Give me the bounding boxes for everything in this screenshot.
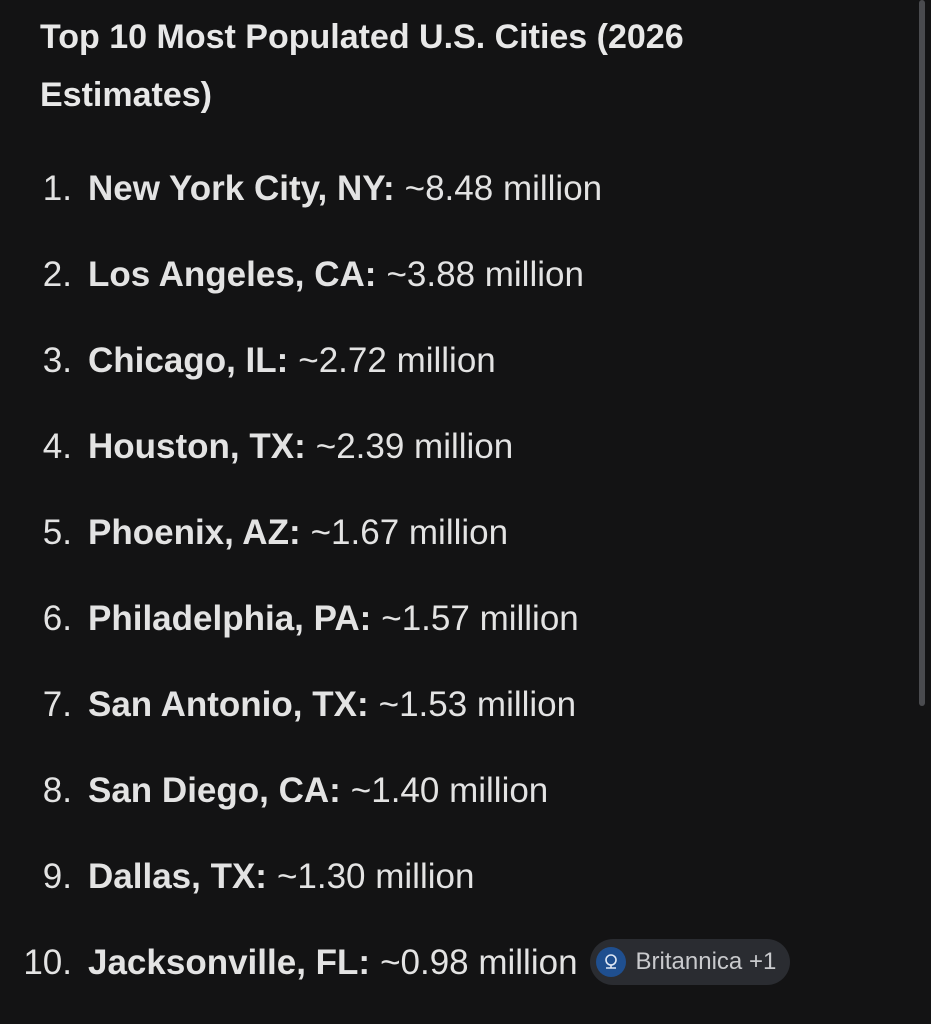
population: ~1.67 million (310, 513, 509, 552)
list-item: 10. Jacksonville, FL: ~0.98 million Britann… (0, 937, 900, 1023)
item-number: 4. (42, 427, 72, 466)
list-item: 7. San Antonio, TX: ~1.53 million (0, 679, 900, 765)
city-name: Philadelphia, PA: (88, 599, 372, 638)
city-name: Dallas, TX: (88, 857, 267, 896)
population: ~3.88 million (386, 255, 584, 294)
citation-label[interactable]: Britannica +1 (635, 948, 777, 975)
item-number: 9. (42, 857, 72, 896)
list-item: 1. New York City, NY: ~8.48 million (0, 163, 900, 249)
item-number: 7. (42, 685, 72, 724)
population: ~0.98 million (380, 943, 578, 982)
list-item: 3. Chicago, IL: ~2.72 million (0, 335, 900, 421)
list-item: 4. Houston, TX: ~2.39 million (0, 421, 900, 507)
population: ~2.39 million (315, 427, 514, 466)
title: Top 10 Most Populated U.S. Cities (2026 … (40, 18, 684, 114)
source-logo (604, 954, 617, 969)
item-number: 3. (42, 341, 72, 380)
city-name: New York City, NY: (88, 169, 395, 208)
city-list: 1. New York City, NY: ~8.48 million 2. Los A… (0, 163, 900, 1023)
city-name: Houston, TX: (88, 427, 306, 466)
city-name: Jacksonville, FL: (88, 943, 371, 982)
population: ~8.48 million (404, 169, 603, 208)
list-item: 9. Dallas, TX: ~1.30 million (0, 851, 900, 937)
list-item: 6. Philadelphia, PA: ~1.57 million (0, 593, 900, 679)
item-number: 6. (42, 599, 72, 638)
population: ~1.40 million (350, 771, 549, 810)
city-name: Los Angeles, CA: (88, 255, 377, 294)
city-name: Phoenix, AZ: (88, 513, 301, 552)
population: ~2.72 million (298, 341, 496, 380)
city-name: San Diego, CA: (88, 771, 341, 810)
source-icon (595, 947, 626, 977)
item-number: 2. (42, 255, 72, 294)
city-name: San Antonio, TX: (88, 685, 369, 724)
list-item: 8. San Diego, CA: ~1.40 million (0, 765, 900, 851)
population: ~1.30 million (276, 857, 475, 896)
scrollbar[interactable] (919, 0, 925, 706)
item-number: 8. (42, 771, 72, 810)
list-item: 2. Los Angeles, CA: ~3.88 million (0, 249, 900, 335)
item-number: 1. (42, 169, 72, 208)
list-item: 5. Phoenix, AZ: ~1.67 million (0, 507, 900, 593)
city-name: Chicago, IL: (88, 341, 289, 380)
population: ~1.57 million (381, 599, 579, 638)
item-number: 5. (42, 513, 72, 552)
population: ~1.53 million (378, 685, 577, 724)
item-number: 10. (23, 943, 72, 982)
citation-chip[interactable]: Britannica +1 (589, 939, 791, 985)
